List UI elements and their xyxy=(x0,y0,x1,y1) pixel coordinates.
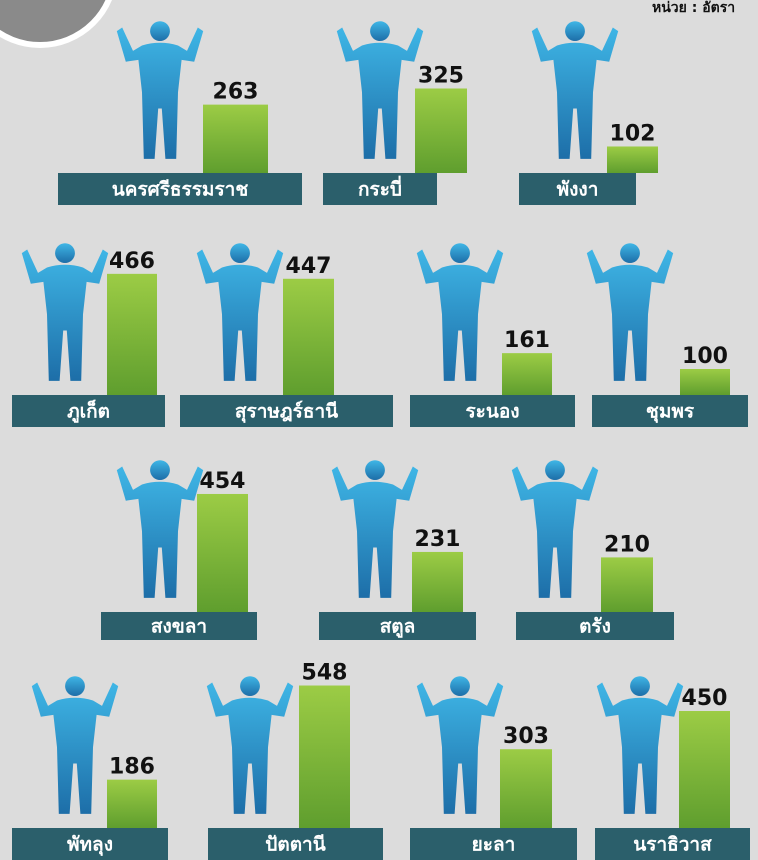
category-box xyxy=(208,828,383,860)
category-label: ตรัง xyxy=(579,616,611,638)
category-box xyxy=(323,173,437,205)
bar xyxy=(107,273,157,395)
value-label: 100 xyxy=(682,344,728,369)
bar xyxy=(680,369,730,395)
value-label: 186 xyxy=(109,755,155,780)
bar xyxy=(197,493,248,612)
value-label: 454 xyxy=(200,469,246,494)
category-label: สงขลา xyxy=(151,616,207,638)
category-label: กระบี่ xyxy=(358,176,402,201)
value-label: 303 xyxy=(503,724,549,749)
category-label: ยะลา xyxy=(472,834,516,856)
bar xyxy=(500,749,552,828)
value-label: 325 xyxy=(418,64,464,89)
bar xyxy=(412,551,463,612)
category-box xyxy=(319,612,476,640)
category-label: ภูเก็ต xyxy=(67,399,110,424)
category-box xyxy=(595,828,750,860)
category-label: พังงา xyxy=(557,179,599,201)
category-box xyxy=(519,173,636,205)
value-label: 231 xyxy=(415,527,461,552)
bar xyxy=(283,278,334,395)
value-label: 102 xyxy=(610,121,656,146)
value-label: 466 xyxy=(109,249,155,274)
category-label: นราธิวาส xyxy=(633,834,712,856)
category-box xyxy=(12,828,168,860)
category-label: สตูล xyxy=(380,616,416,639)
value-label: 161 xyxy=(504,328,550,353)
category-label: พัทลุง xyxy=(67,834,113,857)
category-label: นครศรีธรรมราช xyxy=(112,179,249,201)
bar xyxy=(107,779,157,828)
unit-note: หน่วย : อัตรา xyxy=(652,0,735,16)
category-box xyxy=(516,612,674,640)
value-label: 548 xyxy=(302,661,348,686)
category-box xyxy=(592,395,748,427)
bar xyxy=(203,104,268,173)
bar xyxy=(299,685,350,828)
corner-badge xyxy=(0,0,112,48)
category-box xyxy=(58,173,302,205)
category-box xyxy=(180,395,393,427)
bar xyxy=(502,353,552,395)
category-label: ระนอง xyxy=(465,401,519,423)
bar xyxy=(607,146,658,173)
category-label: ปัตตานี xyxy=(265,834,325,856)
category-label: ชุมพร xyxy=(646,401,695,424)
value-label: 210 xyxy=(604,532,650,557)
category-label: สุราษฎร์ธานี xyxy=(235,401,338,424)
category-box xyxy=(12,395,165,427)
value-label: 450 xyxy=(682,686,728,711)
bar xyxy=(601,557,653,612)
panels: 263 นครศรีธรรมราช 325 กระบี่ 102 พังงา 466 ภูเก… xyxy=(12,21,750,860)
bar xyxy=(415,88,467,173)
category-box xyxy=(410,395,575,427)
value-label: 447 xyxy=(286,254,332,279)
bar xyxy=(679,711,730,828)
category-box xyxy=(410,828,577,860)
category-box xyxy=(101,612,257,640)
value-label: 263 xyxy=(213,80,259,105)
